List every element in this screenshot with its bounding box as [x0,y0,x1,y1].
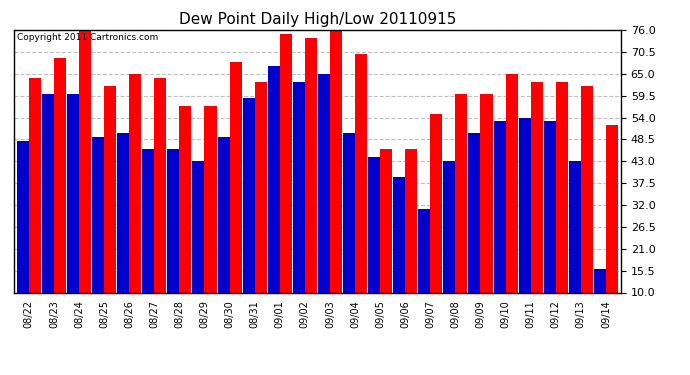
Bar [444,161,455,332]
Bar [480,94,493,332]
Bar [368,157,380,332]
Bar [355,54,367,332]
Title: Dew Point Daily High/Low 20110915: Dew Point Daily High/Low 20110915 [179,12,456,27]
Bar [418,209,431,332]
Bar [204,106,217,332]
Bar [581,86,593,332]
Bar [469,134,480,332]
Bar [104,86,116,332]
Bar [431,114,442,332]
Bar [217,137,230,332]
Bar [17,141,29,332]
Bar [42,94,54,332]
Text: Copyright 2011 Cartronics.com: Copyright 2011 Cartronics.com [17,33,158,42]
Bar [594,268,606,332]
Bar [117,134,129,332]
Bar [318,74,330,332]
Bar [67,94,79,332]
Bar [569,161,581,332]
Bar [255,82,267,332]
Bar [393,177,405,332]
Bar [506,74,518,332]
Bar [555,82,568,332]
Bar [330,30,342,332]
Bar [168,149,179,332]
Bar [243,98,255,332]
Bar [519,117,531,332]
Bar [606,126,618,332]
Bar [343,134,355,332]
Bar [142,149,155,332]
Bar [455,94,467,332]
Bar [179,106,191,332]
Bar [279,34,292,332]
Bar [531,82,543,332]
Bar [129,74,141,332]
Bar [29,78,41,332]
Bar [493,122,506,332]
Bar [79,26,91,332]
Bar [193,161,204,332]
Bar [305,38,317,332]
Bar [380,149,392,332]
Bar [544,122,555,332]
Bar [405,149,417,332]
Bar [293,82,305,332]
Bar [92,137,104,332]
Bar [230,62,241,332]
Bar [155,78,166,332]
Bar [54,58,66,332]
Bar [268,66,279,332]
